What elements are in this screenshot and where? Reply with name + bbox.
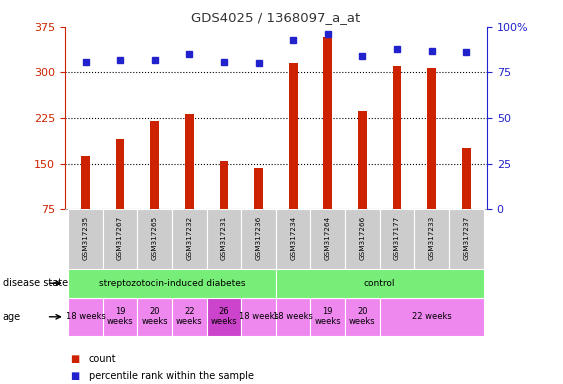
Bar <box>254 168 263 209</box>
Text: GSM317177: GSM317177 <box>394 216 400 260</box>
Bar <box>172 209 207 269</box>
Text: 19
weeks: 19 weeks <box>107 308 133 326</box>
Bar <box>310 209 345 269</box>
Text: GSM317233: GSM317233 <box>428 216 435 260</box>
Text: GSM317237: GSM317237 <box>463 216 469 260</box>
Text: 26
weeks: 26 weeks <box>211 308 237 326</box>
Text: GSM317236: GSM317236 <box>256 216 262 260</box>
Text: 22
weeks: 22 weeks <box>176 308 203 326</box>
Bar <box>276 298 310 336</box>
Text: GSM317235: GSM317235 <box>83 216 88 260</box>
Text: ■: ■ <box>70 354 79 364</box>
Bar <box>427 68 436 209</box>
Bar <box>242 298 276 336</box>
Text: 18 weeks: 18 weeks <box>273 312 313 321</box>
Text: 20
weeks: 20 weeks <box>141 308 168 326</box>
Bar <box>379 298 484 336</box>
Text: disease state: disease state <box>3 278 68 288</box>
Bar <box>103 209 137 269</box>
Bar <box>379 209 414 269</box>
Text: GSM317265: GSM317265 <box>152 216 158 260</box>
Text: age: age <box>3 312 21 322</box>
Bar <box>150 121 159 209</box>
Text: GDS4025 / 1368097_a_at: GDS4025 / 1368097_a_at <box>191 12 360 25</box>
Bar <box>185 114 194 209</box>
Bar <box>68 209 103 269</box>
Text: 19
weeks: 19 weeks <box>315 308 341 326</box>
Bar <box>242 209 276 269</box>
Text: GSM317266: GSM317266 <box>359 216 365 260</box>
Text: percentile rank within the sample: percentile rank within the sample <box>89 371 254 381</box>
Bar <box>81 156 90 209</box>
Text: GSM317267: GSM317267 <box>117 216 123 260</box>
Bar <box>414 209 449 269</box>
Text: GSM317234: GSM317234 <box>290 216 296 260</box>
Bar <box>358 111 367 209</box>
Text: streptozotocin-induced diabetes: streptozotocin-induced diabetes <box>99 279 245 288</box>
Text: count: count <box>89 354 117 364</box>
Bar <box>310 298 345 336</box>
Bar <box>68 269 276 298</box>
Bar <box>207 209 242 269</box>
Bar <box>137 298 172 336</box>
Bar <box>449 209 484 269</box>
Bar <box>103 298 137 336</box>
Bar <box>345 298 379 336</box>
Text: 20
weeks: 20 weeks <box>349 308 376 326</box>
Bar <box>172 298 207 336</box>
Bar <box>462 149 471 209</box>
Text: GSM317264: GSM317264 <box>325 216 331 260</box>
Text: 22 weeks: 22 weeks <box>412 312 452 321</box>
Text: control: control <box>364 279 395 288</box>
Bar <box>289 63 297 209</box>
Text: ■: ■ <box>70 371 79 381</box>
Text: 18 weeks: 18 weeks <box>239 312 279 321</box>
Bar <box>68 298 103 336</box>
Text: GSM317231: GSM317231 <box>221 216 227 260</box>
Bar <box>276 209 310 269</box>
Bar <box>276 269 484 298</box>
Bar <box>392 66 401 209</box>
Bar <box>345 209 379 269</box>
Bar <box>324 37 332 209</box>
Text: GSM317232: GSM317232 <box>186 216 193 260</box>
Bar <box>207 298 242 336</box>
Bar <box>220 161 228 209</box>
Bar <box>116 139 124 209</box>
Text: 18 weeks: 18 weeks <box>65 312 105 321</box>
Bar <box>137 209 172 269</box>
